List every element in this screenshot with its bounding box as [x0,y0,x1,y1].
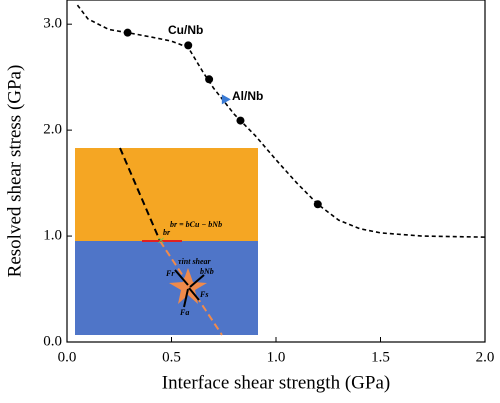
data-point [205,75,214,84]
inset-top-layer [75,148,258,241]
inset-cross: × [157,234,165,249]
y-tick-label: 2.0 [43,122,62,138]
annotation: Cu/Nb [168,23,203,37]
data-point [313,200,322,209]
x-axis-title: Interface shear strength (GPa) [162,372,390,393]
inset-arrow [188,287,200,301]
data-point [184,41,193,50]
inset-label: τint shear [178,257,212,266]
inset-arrow [189,274,205,288]
inset-bottom-layer [75,241,258,335]
data-point [221,94,231,105]
inset-label: br [163,228,171,237]
data-point [236,116,245,125]
x-tick-label: 1.5 [371,349,390,365]
x-tick-label: 2.0 [476,349,495,365]
y-axis-title: Resolved shear stress (GPa) [4,65,25,278]
x-tick-label: 0.5 [162,349,181,365]
x-tick-label: 0.0 [58,349,77,365]
annotation: Al/Nb [232,89,263,103]
inset-label: Fa [179,308,189,317]
inset-slip-line [119,147,161,242]
data-point [123,28,132,37]
inset-diagram: × br = bCu − bNb br τint shear bNb Fr Fs… [75,147,258,336]
inset-arrow [174,269,189,286]
inset-arrow [183,288,189,308]
inset-label: br = bCu − bNb [170,220,222,229]
y-tick-label: 1.0 [43,228,62,244]
inset-label: Fr [165,269,175,278]
x-tick-label: 1.0 [267,349,286,365]
y-tick-label: 0.0 [43,333,62,349]
inset-label: Fs [199,290,208,299]
y-tick-label: 3.0 [43,16,62,32]
inset-star [169,268,207,304]
inset-label: bNb [200,267,214,276]
